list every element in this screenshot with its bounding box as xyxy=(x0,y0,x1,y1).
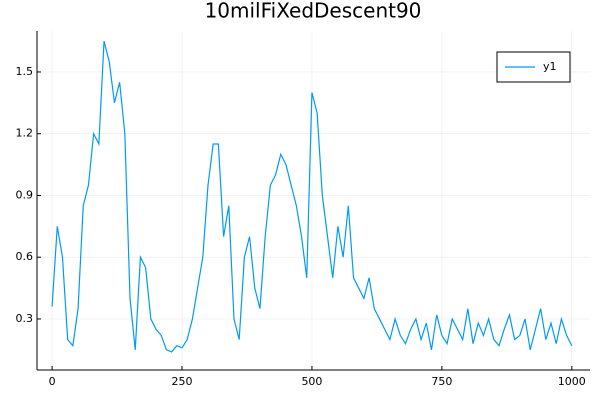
y-tick-label: 0.9 xyxy=(16,188,34,201)
x-tick-label: 0 xyxy=(49,375,56,388)
y-tick-label: 1.2 xyxy=(16,127,34,140)
x-tick-label: 1000 xyxy=(558,375,586,388)
y-tick-label: 1.5 xyxy=(16,65,34,78)
x-tick-label: 250 xyxy=(172,375,193,388)
chart-title: 10milFiXedDescent90 xyxy=(205,0,422,23)
x-tick-label: 750 xyxy=(431,375,452,388)
legend-label: y1 xyxy=(543,60,557,73)
y-tick-label: 0.6 xyxy=(16,250,34,263)
y-tick-label: 0.3 xyxy=(16,312,34,325)
x-tick-label: 500 xyxy=(301,375,322,388)
data-line xyxy=(51,40,573,353)
